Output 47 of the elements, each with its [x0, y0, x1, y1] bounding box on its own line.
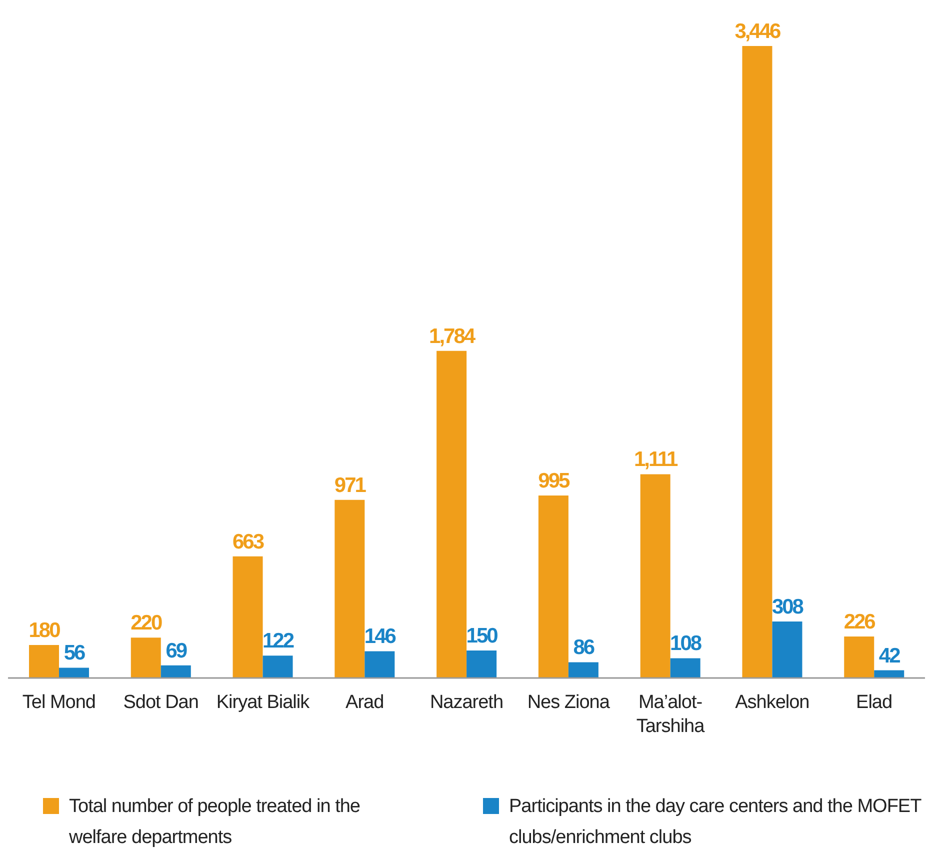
x-tick-label: Ma’alot-Tarshiha [636, 692, 706, 737]
x-tick-label: Nes Ziona [527, 692, 610, 713]
legend-label: Total number of people treated in the welfare departments [69, 795, 361, 850]
bar [772, 622, 802, 678]
data-label: 146 [364, 625, 396, 648]
data-label: 1,111 [634, 448, 679, 472]
x-tick-label: Tel Mond [22, 692, 96, 713]
data-label: 3,446 [734, 20, 781, 43]
data-label: 150 [466, 624, 498, 648]
bar [436, 350, 467, 678]
x-tick-label: Elad [856, 692, 892, 713]
data-label: 69 [166, 639, 187, 662]
data-label: 42 [878, 644, 900, 668]
data-label: 971 [334, 474, 367, 497]
bar [59, 668, 89, 678]
bar [364, 651, 395, 678]
data-label: 108 [670, 632, 702, 656]
data-label: 180 [28, 618, 60, 642]
data-label: 122 [262, 630, 294, 653]
bar [334, 500, 365, 678]
x-tick-label: Sdot Dan [123, 692, 198, 713]
x-tick-label: Nazareth [430, 692, 504, 713]
bar [568, 662, 598, 678]
bar [130, 638, 161, 678]
data-label: 226 [844, 610, 876, 634]
data-label: 663 [232, 530, 264, 554]
bar [538, 496, 568, 678]
bar [670, 658, 700, 678]
data-label: 56 [64, 642, 85, 665]
x-tick-label: Arad [346, 692, 384, 713]
bar [262, 656, 293, 678]
data-label: 308 [772, 596, 804, 619]
bar [844, 636, 874, 678]
bar [160, 665, 191, 678]
bar [640, 474, 670, 678]
bar [874, 670, 904, 678]
data-label: 86 [573, 636, 594, 660]
x-tick-label: Ashkelon [735, 692, 810, 713]
data-label: 1,784 [429, 324, 476, 348]
bar [29, 644, 59, 678]
legend-label: Participants in the day care centers and the MOFET clubs/enrichment clubs [509, 795, 922, 850]
data-label: 220 [130, 612, 162, 635]
bar [232, 556, 263, 678]
bar [742, 46, 772, 678]
x-tick-label: Kiryat Bialik [216, 692, 310, 713]
bar [466, 650, 497, 678]
data-label: 995 [538, 470, 571, 493]
